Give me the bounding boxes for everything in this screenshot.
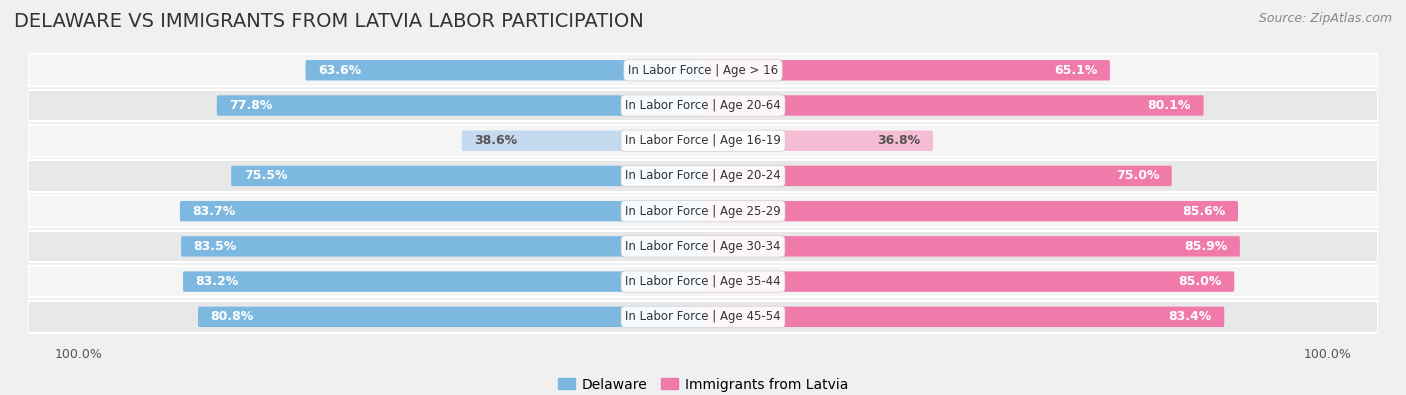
FancyBboxPatch shape [28,231,1378,262]
FancyBboxPatch shape [703,307,1225,327]
Text: 80.1%: 80.1% [1147,99,1191,112]
FancyBboxPatch shape [703,95,1204,116]
FancyBboxPatch shape [183,271,703,292]
FancyBboxPatch shape [28,160,1378,192]
Text: 63.6%: 63.6% [318,64,361,77]
FancyBboxPatch shape [703,236,1240,257]
Text: In Labor Force | Age 16-19: In Labor Force | Age 16-19 [626,134,780,147]
FancyBboxPatch shape [703,201,1239,221]
FancyBboxPatch shape [231,166,703,186]
FancyBboxPatch shape [703,60,1109,81]
Text: 77.8%: 77.8% [229,99,273,112]
Text: In Labor Force | Age > 16: In Labor Force | Age > 16 [628,64,778,77]
FancyBboxPatch shape [703,130,934,151]
Text: 85.9%: 85.9% [1184,240,1227,253]
Text: In Labor Force | Age 25-29: In Labor Force | Age 25-29 [626,205,780,218]
FancyBboxPatch shape [28,301,1378,333]
Text: In Labor Force | Age 20-24: In Labor Force | Age 20-24 [626,169,780,182]
Text: In Labor Force | Age 20-64: In Labor Force | Age 20-64 [626,99,780,112]
FancyBboxPatch shape [198,307,703,327]
Text: 36.8%: 36.8% [877,134,921,147]
FancyBboxPatch shape [28,90,1378,121]
FancyBboxPatch shape [461,130,703,151]
Text: 75.0%: 75.0% [1116,169,1159,182]
FancyBboxPatch shape [28,266,1378,297]
Text: Source: ZipAtlas.com: Source: ZipAtlas.com [1258,12,1392,25]
FancyBboxPatch shape [180,201,703,221]
Text: 83.5%: 83.5% [194,240,238,253]
FancyBboxPatch shape [217,95,703,116]
Text: 83.4%: 83.4% [1168,310,1212,324]
FancyBboxPatch shape [703,166,1171,186]
Text: In Labor Force | Age 35-44: In Labor Force | Age 35-44 [626,275,780,288]
Text: 75.5%: 75.5% [243,169,287,182]
FancyBboxPatch shape [28,125,1378,156]
Text: DELAWARE VS IMMIGRANTS FROM LATVIA LABOR PARTICIPATION: DELAWARE VS IMMIGRANTS FROM LATVIA LABOR… [14,12,644,31]
Text: 85.6%: 85.6% [1182,205,1226,218]
FancyBboxPatch shape [28,55,1378,86]
FancyBboxPatch shape [181,236,703,257]
Text: 83.2%: 83.2% [195,275,239,288]
Text: 65.1%: 65.1% [1054,64,1097,77]
Legend: Delaware, Immigrants from Latvia: Delaware, Immigrants from Latvia [553,372,853,395]
Text: In Labor Force | Age 30-34: In Labor Force | Age 30-34 [626,240,780,253]
Text: 85.0%: 85.0% [1178,275,1222,288]
Text: In Labor Force | Age 45-54: In Labor Force | Age 45-54 [626,310,780,324]
Text: 80.8%: 80.8% [211,310,254,324]
Text: 83.7%: 83.7% [193,205,236,218]
FancyBboxPatch shape [703,271,1234,292]
FancyBboxPatch shape [305,60,703,81]
Text: 38.6%: 38.6% [474,134,517,147]
FancyBboxPatch shape [28,195,1378,227]
